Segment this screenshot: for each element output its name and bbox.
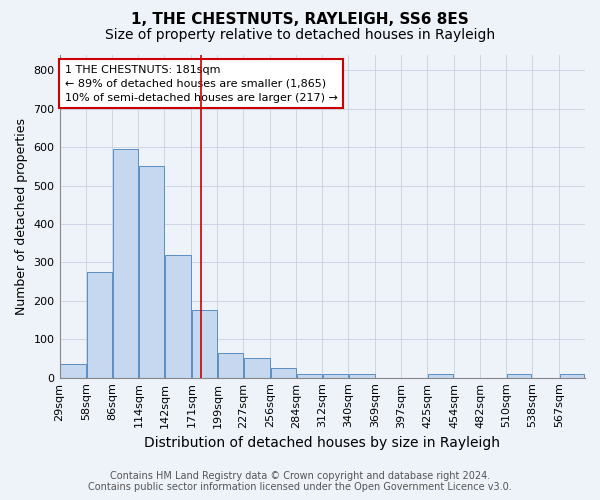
Text: 1, THE CHESTNUTS, RAYLEIGH, SS6 8ES: 1, THE CHESTNUTS, RAYLEIGH, SS6 8ES xyxy=(131,12,469,28)
Bar xyxy=(218,352,243,378)
Bar xyxy=(192,310,217,378)
Bar xyxy=(271,368,296,378)
Bar xyxy=(323,374,347,378)
Bar xyxy=(560,374,584,378)
Bar xyxy=(165,255,191,378)
X-axis label: Distribution of detached houses by size in Rayleigh: Distribution of detached houses by size … xyxy=(144,436,500,450)
Bar xyxy=(113,149,138,378)
Bar xyxy=(244,358,269,378)
Text: 1 THE CHESTNUTS: 181sqm
← 89% of detached houses are smaller (1,865)
10% of semi: 1 THE CHESTNUTS: 181sqm ← 89% of detache… xyxy=(65,64,338,102)
Bar xyxy=(297,374,322,378)
Text: Size of property relative to detached houses in Rayleigh: Size of property relative to detached ho… xyxy=(105,28,495,42)
Bar xyxy=(428,374,454,378)
Bar xyxy=(507,374,532,378)
Bar xyxy=(87,272,112,378)
Bar xyxy=(60,364,86,378)
Y-axis label: Number of detached properties: Number of detached properties xyxy=(15,118,28,315)
Text: Contains HM Land Registry data © Crown copyright and database right 2024.
Contai: Contains HM Land Registry data © Crown c… xyxy=(88,471,512,492)
Bar xyxy=(139,166,164,378)
Bar xyxy=(349,374,374,378)
